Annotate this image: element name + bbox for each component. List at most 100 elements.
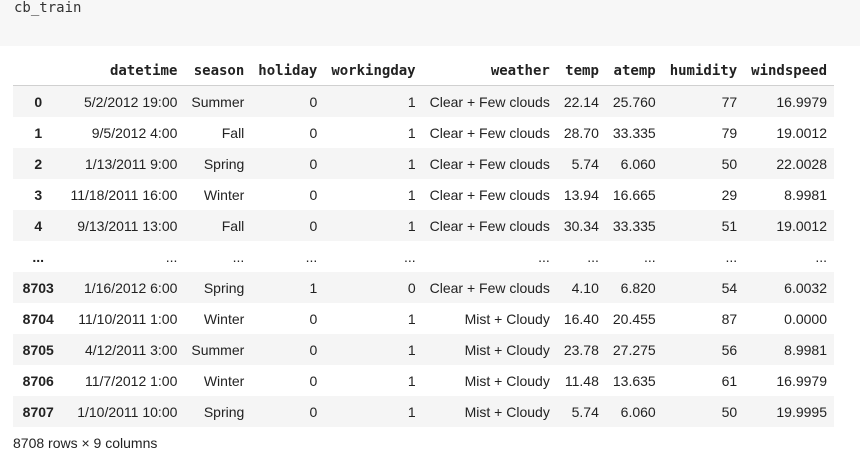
cell-workingday: ...: [403, 248, 416, 265]
cell-holiday: 0: [309, 217, 318, 234]
column-header: weather: [422, 56, 557, 86]
cell-datetime: 11/18/2011 16:00: [70, 186, 178, 203]
column-header: datetime: [63, 56, 185, 86]
table-header: datetime season holiday workingday weath…: [13, 56, 834, 86]
table-row: 4 9/13/2011 13:00 Fall 0 1 Clear + Few clouds…: [13, 210, 834, 241]
column-header: windspeed: [744, 56, 834, 86]
code-text: cb_train: [14, 0, 82, 16]
cell-season: Summer: [191, 93, 245, 110]
cell-temp: 4.10: [571, 279, 599, 296]
header-row: datetime season holiday workingday weath…: [13, 56, 834, 86]
cell-windspeed: 19.0012: [776, 124, 827, 141]
cell-humidity: 51: [721, 217, 738, 234]
cell-season: Summer: [191, 341, 245, 358]
code-cell[interactable]: cb_train: [0, 0, 860, 46]
cell-windspeed: 8.9981: [784, 186, 827, 203]
table-row: 8703 1/16/2012 6:00 Spring 1 0 Clear + Few cl…: [13, 272, 834, 303]
cell-temp: 5.74: [571, 403, 599, 420]
cell-temp: 13.94: [563, 186, 599, 203]
cell-temp: ...: [587, 248, 599, 265]
table-row: 2 1/13/2011 9:00 Spring 0 1 Clear + Few cloud…: [13, 148, 834, 179]
cell-holiday: 0: [309, 310, 318, 327]
cell-holiday: 0: [309, 341, 318, 358]
cell-season: Spring: [203, 403, 245, 420]
column-header: workingday: [324, 56, 423, 86]
cell-humidity: 29: [721, 186, 738, 203]
cell-datetime: 9/5/2012 4:00: [91, 124, 178, 141]
cell-atemp: 6.820: [620, 279, 656, 296]
cell-humidity: 79: [721, 124, 738, 141]
row-index: 0: [34, 93, 43, 110]
column-header: humidity: [662, 56, 745, 86]
row-index: ...: [32, 248, 45, 265]
cell-atemp: ...: [644, 248, 656, 265]
cell-holiday: 1: [309, 279, 318, 296]
table-row: 8706 11/7/2012 1:00 Winter 0 1 Mist + Cloudy 1…: [13, 365, 834, 396]
cell-workingday: 1: [407, 310, 416, 327]
cell-weather: Clear + Few clouds: [429, 124, 550, 141]
cell-weather: ...: [538, 248, 550, 265]
cell-datetime: 5/2/2012 19:00: [83, 93, 178, 110]
cell-weather: Clear + Few clouds: [429, 217, 550, 234]
cell-holiday: 0: [309, 403, 318, 420]
cell-humidity: 61: [721, 372, 738, 389]
cell-workingday: 1: [407, 155, 416, 172]
cell-temp: 16.40: [563, 310, 599, 327]
row-index: 8703: [22, 279, 54, 296]
table-row: 0 5/2/2012 19:00 Summer 0 1 Clear + Few cloud…: [13, 85, 834, 117]
cell-humidity: 50: [721, 403, 738, 420]
row-index: 8704: [22, 310, 54, 327]
cell-season: Spring: [203, 279, 245, 296]
cell-humidity: ...: [725, 248, 738, 265]
cell-humidity: 54: [721, 279, 738, 296]
cell-datetime: 9/13/2011 13:00: [77, 217, 178, 234]
cell-datetime: 1/13/2011 9:00: [85, 155, 178, 172]
cell-temp: 28.70: [563, 124, 599, 141]
cell-weather: Mist + Cloudy: [464, 341, 550, 358]
cell-holiday: 0: [309, 155, 318, 172]
cell-weather: Clear + Few clouds: [429, 155, 550, 172]
cell-workingday: 1: [407, 372, 416, 389]
cell-atemp: 33.335: [612, 217, 656, 234]
table-row: 8704 11/10/2011 1:00 Winter 0 1 Mist + Cloudy…: [13, 303, 834, 334]
row-index: 8705: [22, 341, 54, 358]
cell-datetime: 11/7/2012 1:00: [85, 372, 178, 389]
index-header: [13, 56, 64, 86]
cell-temp: 5.74: [571, 155, 599, 172]
column-header: temp: [556, 56, 606, 86]
cell-holiday: 0: [309, 93, 318, 110]
cell-workingday: 1: [407, 124, 416, 141]
cell-humidity: 87: [721, 310, 738, 327]
cell-temp: 30.34: [563, 217, 599, 234]
row-index: 1: [34, 124, 43, 141]
column-header: season: [184, 56, 252, 86]
cell-datetime: ...: [165, 248, 178, 265]
cell-weather: Clear + Few clouds: [429, 186, 550, 203]
table-body: 0 5/2/2012 19:00 Summer 0 1 Clear + Few cloud…: [13, 85, 834, 427]
cell-weather: Mist + Cloudy: [464, 403, 550, 420]
row-index: 3: [34, 186, 43, 203]
cell-windspeed: 6.0032: [784, 279, 827, 296]
cell-windspeed: 19.0012: [776, 217, 827, 234]
row-index: 2: [34, 155, 43, 172]
cell-workingday: 1: [407, 217, 416, 234]
cell-season: Winter: [203, 372, 245, 389]
cell-windspeed: 16.9979: [776, 372, 827, 389]
column-header: holiday: [251, 56, 325, 86]
cell-windspeed: 22.0028: [776, 155, 827, 172]
cell-datetime: 1/10/2011 10:00: [77, 403, 178, 420]
cell-temp: 22.14: [563, 93, 599, 110]
table-row: 8705 4/12/2011 3:00 Summer 0 1 Mist + Cloudy 2…: [13, 334, 834, 365]
cell-workingday: 1: [407, 93, 416, 110]
cell-weather: Clear + Few clouds: [429, 279, 550, 296]
cell-temp: 23.78: [563, 341, 599, 358]
cell-holiday: ...: [305, 248, 318, 265]
row-index: 8706: [22, 372, 54, 389]
cell-atemp: 20.455: [612, 310, 656, 327]
column-header: atemp: [605, 56, 663, 86]
cell-workingday: 1: [407, 186, 416, 203]
cell-holiday: 0: [309, 124, 318, 141]
cell-season: Fall: [221, 124, 245, 141]
cell-humidity: 77: [721, 93, 738, 110]
cell-season: Spring: [203, 155, 245, 172]
